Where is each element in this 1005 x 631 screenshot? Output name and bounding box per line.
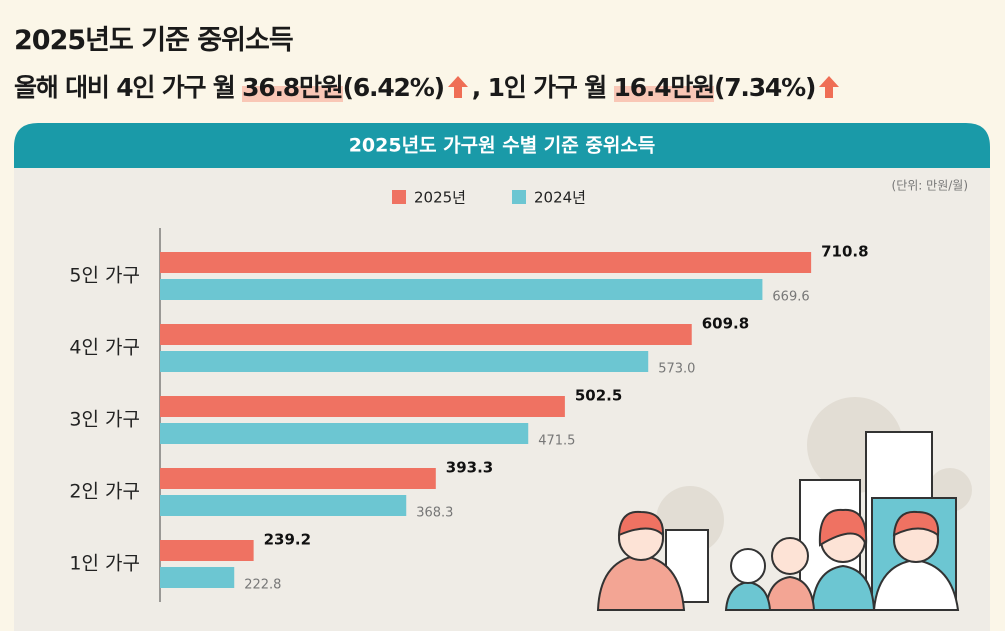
category-label: 2인 가구 [69,481,140,503]
bar [160,252,812,273]
category-label: 5인 가구 [69,265,140,287]
value-label: 393.3 [446,459,493,477]
unit-label: (단위: 만원/월) [892,179,968,193]
headline-highlight: 36.8만원 [242,73,344,102]
headline-text: , 1인 가구 월 [471,73,614,102]
up-arrow [447,76,468,98]
legend-swatch [512,190,526,204]
value-label: 368.3 [416,506,453,521]
bar [160,540,254,561]
value-label: 502.5 [575,387,622,405]
bar [160,396,565,417]
headline: 올해 대비 4인 가구 월 36.8만원(6.42%) , 1인 가구 월 16.… [14,68,843,104]
headline-text: (6.42%) [342,73,445,102]
value-label: 710.8 [821,243,868,261]
panel-header [14,123,990,168]
category-label: 3인 가구 [69,409,140,431]
headline-highlight: 16.4만원 [613,73,715,102]
title: 2025년도 기준 중위소득 [14,25,294,56]
category-label: 4인 가구 [69,337,140,359]
value-label: 609.8 [702,315,749,333]
bar [160,279,763,300]
chart-title: 2025년도 가구원 수별 기준 중위소득 [349,135,656,157]
value-label: 471.5 [538,434,575,449]
bar [160,567,235,588]
bar [160,423,529,444]
value-label: 573.0 [658,362,695,377]
value-label: 669.6 [772,290,809,305]
value-label: 222.8 [244,578,281,593]
bar [160,495,407,516]
value-label: 239.2 [264,531,311,549]
bar [160,351,649,372]
bar [160,468,436,489]
headline-text: (7.34%) [714,73,816,102]
legend-label: 2025년 [414,189,466,207]
headline-text: 올해 대비 4인 가구 월 [14,73,243,102]
bar [160,324,692,345]
up-arrow [819,76,840,98]
legend-label: 2024년 [534,189,586,207]
category-label: 1인 가구 [69,553,140,575]
legend-swatch [392,190,406,204]
illustration [596,397,972,611]
